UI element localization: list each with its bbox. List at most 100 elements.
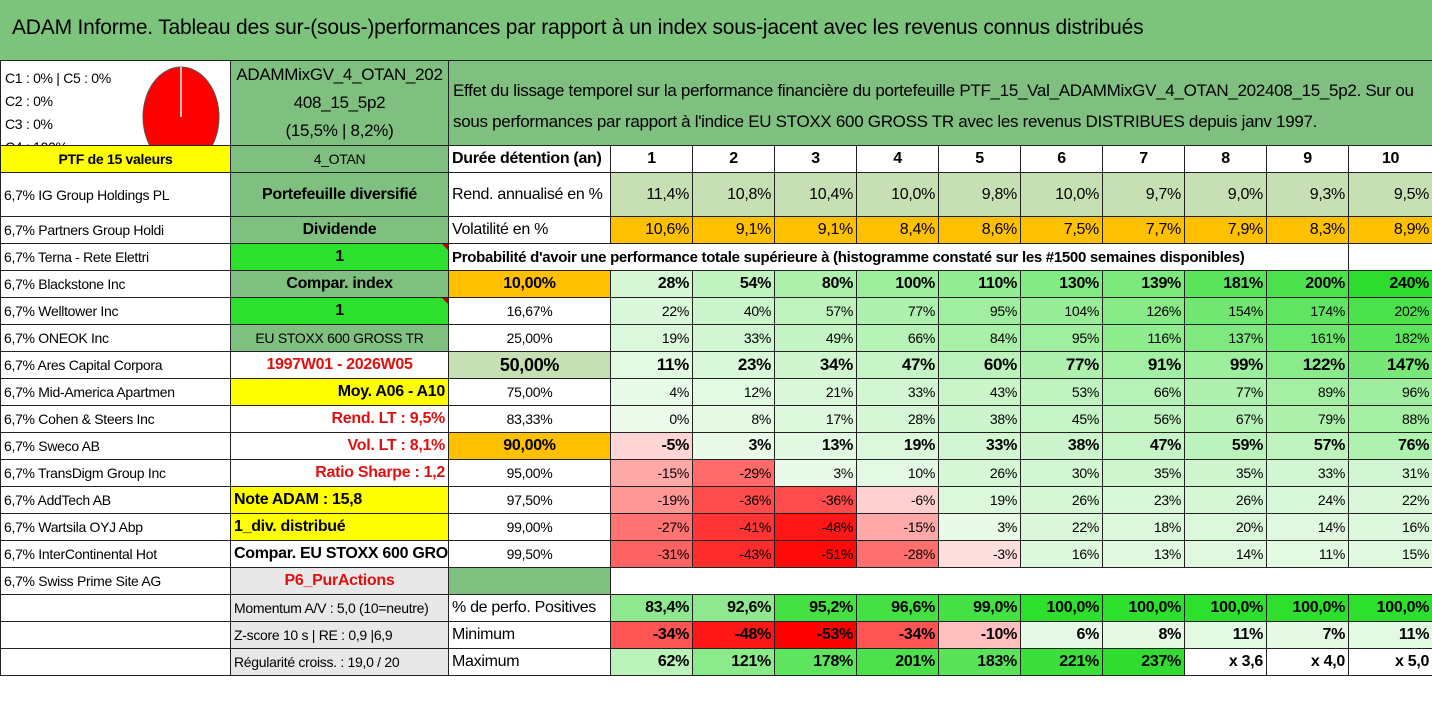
probability-value: 31%: [1347, 459, 1432, 487]
probability-value: 174%: [1266, 297, 1349, 325]
probability-value: 17%: [774, 405, 857, 433]
duration-header: 4: [856, 145, 939, 173]
fund-stats: (15,5% | 8,2%): [285, 121, 394, 140]
footer-label: Minimum: [448, 621, 611, 649]
holding-row-label: 6,7% Welltower Inc: [0, 297, 231, 325]
probability-value: 28%: [610, 270, 693, 298]
probability-value: 240%: [1347, 270, 1432, 298]
probability-value: -5%: [610, 432, 693, 460]
probability-value: 95%: [938, 297, 1021, 325]
probability-percentile: 10,00%: [448, 270, 611, 298]
probability-value: 57%: [774, 297, 857, 325]
probability-value: 137%: [1184, 324, 1267, 352]
info-cell: Rend. LT : 9,5%: [230, 405, 449, 433]
rend-value: 11,4%: [610, 172, 693, 217]
probability-value: 38%: [938, 405, 1021, 433]
probability-value: 181%: [1184, 270, 1267, 298]
rend-label: Rend. annualisé en %: [448, 172, 611, 217]
probability-value: 13%: [1102, 540, 1185, 568]
probability-value: 161%: [1266, 324, 1349, 352]
probability-value: 16%: [1020, 540, 1103, 568]
footer-value: 100,0%: [1184, 594, 1267, 622]
duration-header: 7: [1102, 145, 1185, 173]
probability-value: 59%: [1184, 432, 1267, 460]
duration-label: Durée détention (an): [448, 145, 611, 173]
probability-percentile: 90,00%: [448, 432, 611, 460]
vol-value: 9,1%: [774, 216, 857, 244]
pie-chart-cell: C1 : 0% | C5 : 0% C2 : 0% C3 : 0% C4 : 1…: [0, 60, 231, 146]
rend-value: 10,0%: [1020, 172, 1103, 217]
holding-row-label: 6,7% IG Group Holdings PL: [0, 172, 231, 217]
probability-value: 14%: [1266, 513, 1349, 541]
holding-row-label: 6,7% ONEOK Inc: [0, 324, 231, 352]
footer-value: 11%: [1184, 621, 1267, 649]
probability-value: 3%: [938, 513, 1021, 541]
probability-percentile: 99,50%: [448, 540, 611, 568]
info-cell: 1_div. distribué: [230, 513, 449, 541]
probability-value: 10%: [856, 459, 939, 487]
footer-value: 183%: [938, 648, 1021, 676]
rend-value: 9,8%: [938, 172, 1021, 217]
probability-percentile: 99,00%: [448, 513, 611, 541]
info-cell: 1997W01 - 2026W05: [230, 351, 449, 379]
holding-row-label: 6,7% Mid-America Apartmen: [0, 378, 231, 406]
probability-value: -36%: [774, 486, 857, 514]
probability-value: 89%: [1266, 378, 1349, 406]
probability-value: 34%: [774, 351, 857, 379]
probability-value: 53%: [1020, 378, 1103, 406]
holding-row-label: 6,7% Partners Group Holdi: [0, 216, 231, 244]
probability-value: 24%: [1266, 486, 1349, 514]
blank-cell: [611, 568, 693, 595]
fund-name-line-1: ADAMMixGV_4_OTAN_202: [236, 65, 443, 84]
probability-value: 154%: [1184, 297, 1267, 325]
probability-value: -15%: [856, 513, 939, 541]
info-cell: Portefeuille diversifié: [230, 172, 449, 217]
pie-legend-item: C2 : 0%: [5, 93, 53, 109]
blank-cell: [1267, 568, 1349, 595]
performance-table: C1 : 0% | C5 : 0% C2 : 0% C3 : 0% C4 : 1…: [0, 60, 1432, 676]
footer-value: 62%: [610, 648, 693, 676]
footer-value: 100,0%: [1347, 594, 1432, 622]
probability-value: -3%: [938, 540, 1021, 568]
probability-value: -36%: [692, 486, 775, 514]
blank-cell: [1021, 568, 1103, 595]
blank-cell: [448, 567, 611, 595]
footer-value: 6%: [1020, 621, 1103, 649]
holding-row-label: 6,7% Swiss Prime Site AG: [0, 567, 231, 595]
probability-value: -31%: [610, 540, 693, 568]
footer-value: 96,6%: [856, 594, 939, 622]
vol-value: 7,7%: [1102, 216, 1185, 244]
footer-value: 100,0%: [1020, 594, 1103, 622]
probability-value: 11%: [610, 351, 693, 379]
probability-value: 19%: [938, 486, 1021, 514]
info-cell: Moy. A06 - A10: [230, 378, 449, 406]
probability-value: -27%: [610, 513, 693, 541]
footer-value: 100,0%: [1102, 594, 1185, 622]
pie-legend-item: C4 : 100%: [5, 136, 111, 145]
probability-value: -19%: [610, 486, 693, 514]
duration-header: 3: [774, 145, 857, 173]
footer-value: -48%: [692, 621, 775, 649]
holding-row-label: 6,7% Ares Capital Corpora: [0, 351, 231, 379]
probability-value: 15%: [1347, 540, 1432, 568]
footer-value: 221%: [1020, 648, 1103, 676]
holding-row-label: 6,7% Blackstone Inc: [0, 270, 231, 298]
info-cell: Compar. index: [230, 270, 449, 298]
info-cell: EU STOXX 600 GROSS TR: [230, 324, 449, 352]
probability-value: 23%: [1102, 486, 1185, 514]
footer-value: 83,4%: [610, 594, 693, 622]
probability-value: 3%: [774, 459, 857, 487]
info-cell: Ratio Sharpe : 1,2: [230, 459, 449, 487]
probability-value: 45%: [1020, 405, 1103, 433]
probability-value: -41%: [692, 513, 775, 541]
probability-value: 49%: [774, 324, 857, 352]
holding-row-label: 6,7% Wartsila OYJ Abp: [0, 513, 231, 541]
probability-value: -29%: [692, 459, 775, 487]
probability-value: 77%: [1020, 351, 1103, 379]
footer-value: 121%: [692, 648, 775, 676]
probability-value: 20%: [1184, 513, 1267, 541]
footer-value: -34%: [856, 621, 939, 649]
probability-value: -43%: [692, 540, 775, 568]
probability-value: 110%: [938, 270, 1021, 298]
holding-row-label: 6,7% InterContinental Hot: [0, 540, 231, 568]
